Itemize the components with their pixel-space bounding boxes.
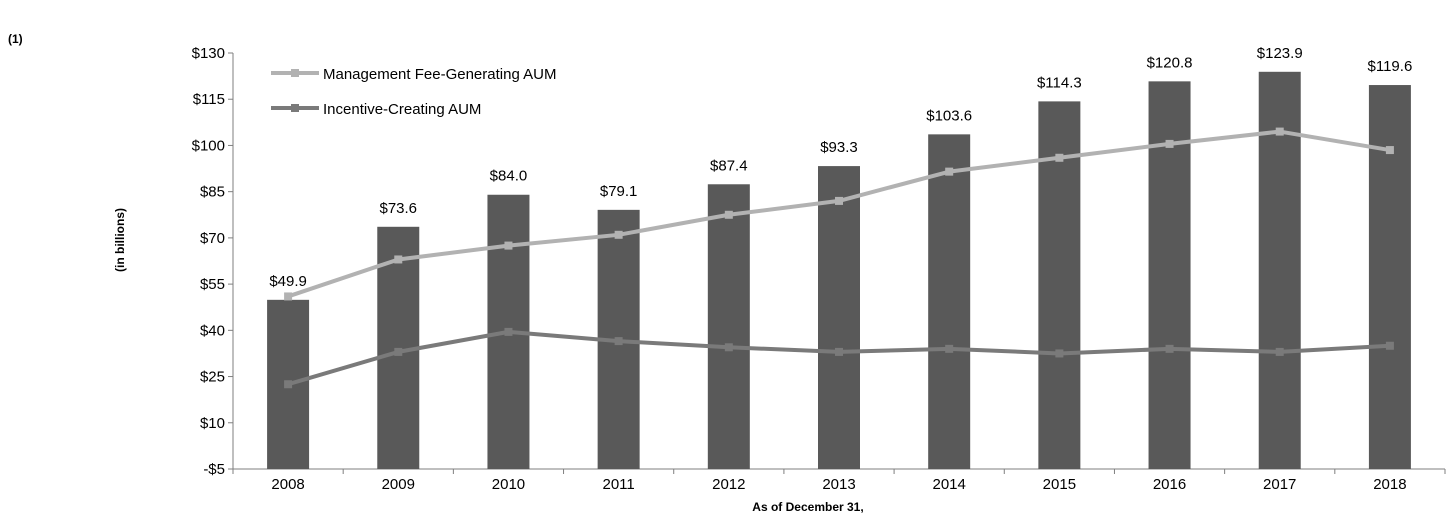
bar [1148, 81, 1191, 469]
x-tick-label: 2018 [1373, 476, 1406, 493]
bar [1258, 71, 1301, 470]
y-tick-label: $55 [200, 276, 225, 293]
series-marker [724, 210, 733, 219]
series-marker [835, 196, 843, 205]
footnote: (1) [8, 32, 23, 46]
y-axis-title: (in billions) [113, 208, 127, 272]
y-tick-label: $115 [193, 91, 225, 108]
series-marker [724, 343, 733, 352]
bar-series [267, 71, 1411, 470]
bar-value-label: $93.3 [820, 139, 858, 156]
bar-value-label: $120.8 [1147, 54, 1193, 71]
bar-value-label: $87.4 [710, 157, 748, 174]
bar-value-label: $123.9 [1257, 45, 1303, 62]
x-tick-label: 2009 [382, 476, 415, 493]
series-marker [614, 337, 623, 346]
series-marker [1055, 349, 1064, 358]
bar-value-label: $79.1 [600, 183, 638, 200]
legend-label: Management Fee-Generating AUM [323, 66, 556, 83]
y-tick-label: $25 [200, 369, 225, 386]
bar-value-label: $49.9 [269, 273, 307, 290]
series-marker [1275, 127, 1284, 136]
series-marker [504, 241, 513, 250]
series-marker [945, 344, 954, 353]
series-marker [1275, 347, 1284, 356]
bar-value-label: $114.3 [1037, 74, 1082, 91]
bar [1038, 101, 1081, 469]
series-marker [284, 292, 293, 301]
x-axis-title: As of December 31, [752, 500, 863, 514]
series-marker [1055, 153, 1064, 162]
y-axis: -$5 $10 $25 $40 $55 $70 $85 $100 $115 $130 [192, 45, 234, 478]
bar [818, 166, 860, 469]
x-tick-label: 2011 [603, 476, 635, 493]
bar [707, 184, 750, 469]
x-tick-label: 2016 [1153, 476, 1186, 493]
series-marker [835, 347, 843, 356]
y-tick-label: $100 [192, 137, 225, 154]
bar-value-label: $84.0 [490, 168, 528, 185]
y-tick-label: -$5 [203, 461, 225, 478]
series-marker [1385, 341, 1394, 350]
x-tick-label: 2008 [271, 476, 304, 493]
y-tick-label: $40 [200, 322, 225, 339]
bar [928, 134, 971, 469]
x-tick-label: 2015 [1043, 476, 1076, 493]
bar-value-label: $119.6 [1368, 58, 1413, 75]
legend: Management Fee-Generating AUM Incentive-C… [271, 66, 556, 118]
x-tick-label: 2010 [492, 476, 525, 493]
x-tick-label: 2013 [822, 476, 855, 493]
x-tick-label: 2014 [932, 476, 965, 493]
series-marker [504, 327, 513, 336]
legend-swatch-marker [291, 69, 299, 77]
x-tick-label: 2017 [1263, 476, 1296, 493]
y-tick-label: $70 [200, 230, 225, 247]
y-tick-label: $130 [192, 45, 225, 62]
legend-label: Incentive-Creating AUM [323, 101, 481, 118]
series-marker [1165, 139, 1174, 148]
x-axis: 2008 2009 2010 2011 2012 2013 2014 2015 2016 2017… [232, 468, 1446, 493]
bar-value-label: $73.6 [379, 200, 417, 217]
x-tick-label: 2012 [712, 476, 745, 493]
bar-value-label: $103.6 [926, 107, 972, 124]
series-marker [394, 347, 403, 356]
bar [1368, 85, 1411, 469]
series-marker [284, 380, 293, 389]
bar-data-labels: $49.9 $73.6 $84.0 $79.1 $87.4 $93.3 $103.6 $114… [269, 45, 1412, 290]
line-series [284, 127, 1394, 389]
series-marker [1165, 344, 1174, 353]
series-marker [1385, 146, 1394, 155]
series-marker [614, 230, 623, 239]
legend-swatch-marker [291, 104, 299, 112]
y-tick-label: $85 [200, 184, 225, 201]
y-tick-label: $10 [200, 415, 225, 432]
series-marker [945, 167, 954, 176]
series-marker [394, 255, 403, 264]
